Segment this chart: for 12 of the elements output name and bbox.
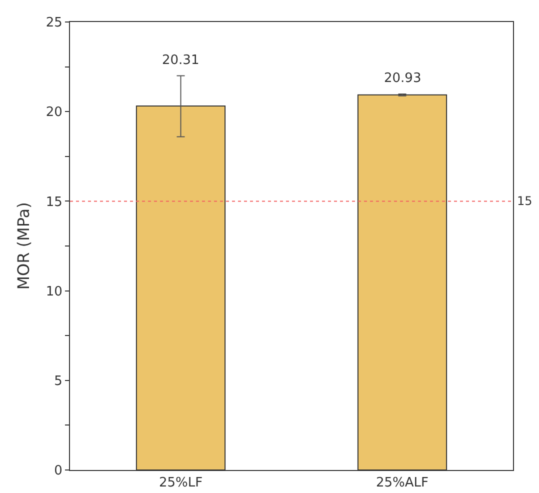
y-axis-title: MOR (MPa) [14,202,33,290]
x-tick-label: 25%ALF [376,476,429,491]
data-label: 20.31 [162,53,200,68]
x-tick-label: 25%LF [158,476,203,491]
y-tick-label: 0 [54,464,62,479]
y-tick-label: 5 [54,374,62,389]
y-tick-label: 15 [46,194,62,210]
ref-line-label: 15 [517,194,532,208]
y-tick-label: 25 [46,16,62,31]
data-label: 20.93 [384,71,422,86]
y-tick-label: 20 [46,105,62,120]
y-tick-label: 10 [46,284,62,300]
